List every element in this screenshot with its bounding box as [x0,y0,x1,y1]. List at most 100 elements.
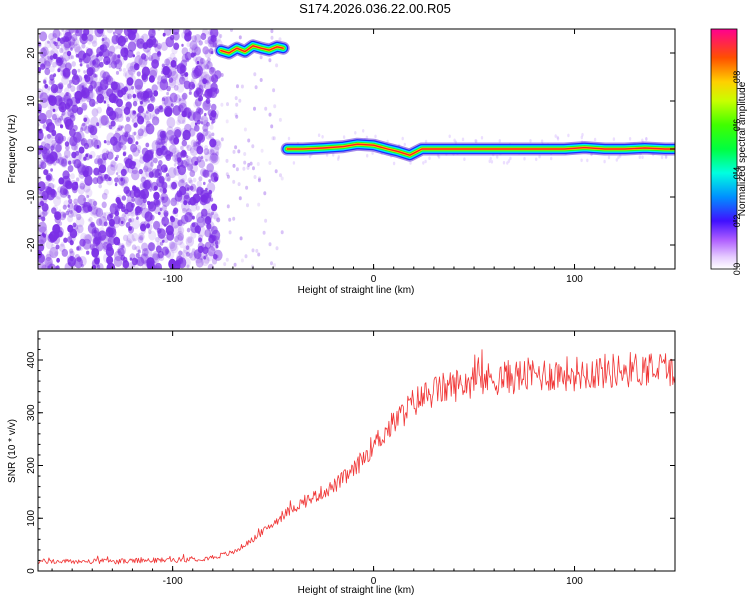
noise-blob [55,244,60,250]
noise-blob [190,52,195,58]
noise-blob [189,40,198,51]
noise-blob [129,208,135,214]
noise-blob [38,67,42,73]
noise-blob [76,213,82,221]
noise-blob [100,44,108,53]
noise-blob [225,172,229,177]
noise-blob [257,252,261,257]
noise-blob [39,145,48,156]
x-tick-label: 0 [371,274,377,285]
y-tick-label: 20 [26,47,37,59]
noise-blob [196,216,206,228]
noise-blob [149,188,152,192]
noise-blob [424,139,428,144]
noise-blob [254,85,258,90]
noise-blob [93,212,98,219]
noise-blob [162,239,165,243]
noise-blob [163,210,169,217]
noise-blob [76,256,82,263]
noise-blob [337,155,340,159]
noise-blob [615,158,618,162]
noise-blob [120,177,127,185]
noise-blob [177,157,182,163]
noise-blob [117,54,121,59]
noise-blob [187,237,193,244]
noise-blob [180,94,187,102]
noise-blob [187,162,191,168]
noise-blob [82,86,89,95]
noise-blob [194,46,201,56]
noise-blob [593,137,597,142]
noise-blob [194,122,198,126]
noise-blob [173,235,179,243]
noise-blob [256,162,260,166]
noise-blob [81,203,85,209]
noise-blob [292,161,296,165]
noise-blob [38,234,47,245]
noise-blob [67,204,70,208]
noise-blob [89,98,96,107]
noise-blob [163,188,168,193]
noise-blob [101,38,105,42]
noise-blob [147,103,155,112]
noise-blob [188,91,192,95]
noise-blob [68,54,73,60]
noise-blob [189,185,194,191]
noise-blob [52,108,56,113]
noise-blob [74,90,83,101]
noise-blob [167,65,177,77]
noise-blob [122,151,127,156]
noise-blob [153,90,159,97]
noise-blob [89,60,95,67]
noise-blob [138,168,143,175]
noise-blob [87,38,92,45]
x-tick-label: 0 [371,576,377,587]
noise-blob [243,152,247,156]
noise-blob [178,102,187,113]
noise-blob [161,102,166,108]
noise-blob [153,157,158,164]
noise-blob [38,254,45,263]
noise-blob [113,215,121,225]
noise-blob [79,182,86,190]
noise-blob [186,227,191,233]
noise-blob [40,51,46,59]
noise-blob [59,211,67,221]
noise-blob [161,181,168,190]
noise-blob [120,177,124,182]
noise-blob [145,123,155,135]
noise-blob [132,147,140,157]
noise-blob [92,200,98,207]
y-tick-label: 10 [26,95,37,107]
noise-blob [437,155,441,159]
noise-blob [210,172,219,183]
noise-blob [200,121,204,125]
noise-blob [98,124,102,129]
noise-blob [57,186,63,193]
noise-blob [52,205,58,212]
noise-blob [131,169,140,181]
noise-blob [44,55,53,67]
noise-blob [141,242,149,252]
noise-blob [103,91,111,101]
noise-blob [137,128,144,137]
noise-blob [47,263,57,269]
noise-blob [162,188,167,194]
noise-blob [188,89,192,94]
noise-blob [242,166,246,171]
noise-blob [193,101,199,108]
noise-blob [140,221,146,229]
noise-blob [275,246,279,251]
noise-blob [142,59,148,66]
noise-blob [71,34,78,42]
noise-blob [65,92,69,96]
noise-blob [71,143,77,151]
noise-blob [69,250,75,257]
noise-blob [88,84,94,92]
noise-blob [188,127,196,137]
noise-blob [247,162,251,167]
noise-blob [169,92,178,103]
noise-blob [617,155,620,160]
noise-blob [121,244,125,249]
